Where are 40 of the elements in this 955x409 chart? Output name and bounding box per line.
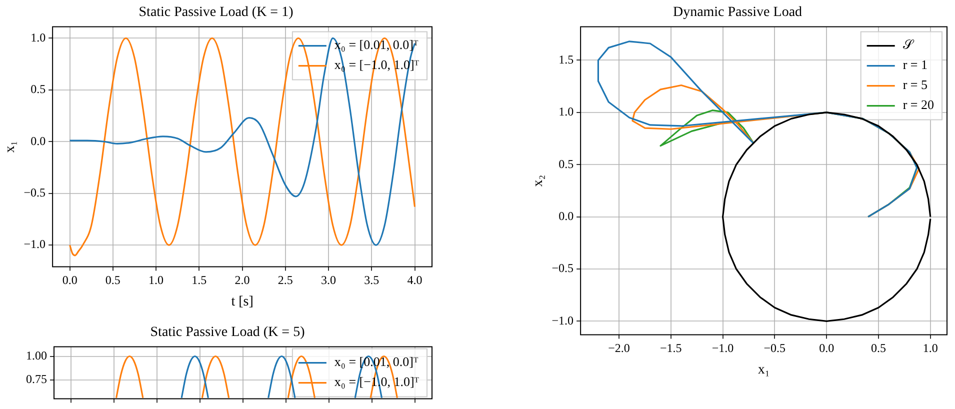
x-tick-label: −1.5 [660, 341, 682, 356]
y-tick-label: 0.0 [558, 208, 574, 223]
x-tick-label: 4.0 [407, 273, 422, 288]
x-tick-label: 3.0 [321, 273, 336, 288]
y-tick-label: −0.5 [24, 186, 46, 200]
x-tick-label: −1.0 [712, 341, 734, 356]
legend-label: r = 1 [902, 57, 928, 72]
x-tick-label: 0.0 [62, 273, 78, 288]
y-tick-label: −1.0 [552, 313, 574, 328]
x-tick-label: 2.5 [278, 273, 293, 288]
x-axis-title: t [s] [231, 294, 254, 310]
y-tick-label: 0.75 [26, 372, 47, 386]
x-tick-label: 1.0 [148, 273, 164, 288]
x-tick-label: 2.0 [234, 273, 250, 288]
y-tick-label: 1.0 [558, 104, 574, 119]
y-tick-label: 0.5 [30, 82, 46, 96]
x-tick-label: −0.5 [764, 341, 786, 356]
y-tick-label: 1.5 [558, 52, 574, 66]
x-tick-label: 1.5 [192, 273, 207, 288]
y-tick-label: 1.00 [26, 348, 47, 362]
chart-title: Static Passive Load (K = 5) [150, 325, 306, 340]
x-tick-label: −2.0 [608, 341, 630, 356]
legend-label: r = 20 [902, 97, 934, 112]
y-tick-label: −1.0 [24, 237, 46, 252]
y-tick-label: 1.0 [30, 30, 46, 44]
x-tick-label: 0.0 [819, 341, 834, 356]
y-axis-title: x₂ [531, 174, 546, 187]
chart-title: Static Passive Load (K = 1) [138, 5, 294, 20]
x-tick-label: 0.5 [870, 341, 886, 356]
y-tick-label: −0.5 [552, 261, 574, 276]
legend-label: r = 5 [902, 77, 928, 92]
y-axis-title: x₁ [3, 140, 18, 153]
y-tick-label: 0.0 [30, 134, 46, 148]
x-tick-label: 1.0 [922, 341, 938, 356]
x-tick-label: 0.5 [105, 273, 120, 288]
chart-title: Dynamic Passive Load [672, 5, 802, 20]
x-tick-label: 3.5 [364, 273, 380, 288]
x-axis-title: x₁ [758, 362, 770, 378]
legend-label: 𝒮 [902, 37, 915, 52]
y-tick-label: 0.5 [558, 156, 574, 171]
